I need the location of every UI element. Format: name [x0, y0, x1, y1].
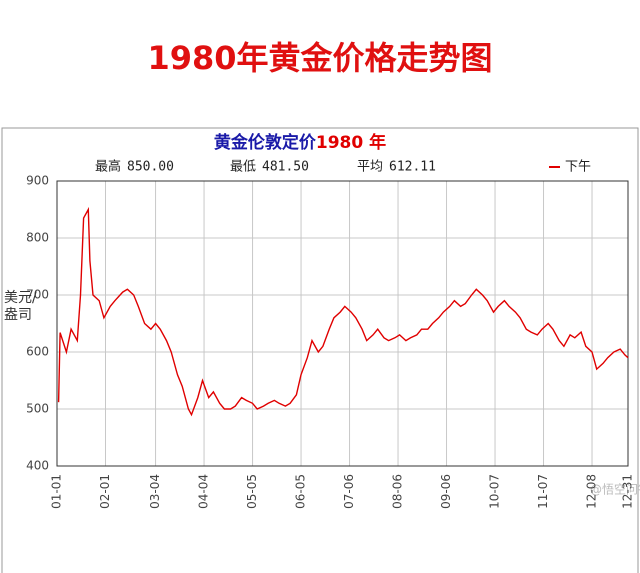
- stat-value: 481.50: [262, 160, 309, 175]
- x-tick-label: 11-07: [536, 474, 550, 509]
- y-tick-label: 500: [26, 402, 49, 416]
- chart-frame: [1, 127, 639, 573]
- plot-border: [56, 180, 629, 467]
- page-title: 1980年黄金价格走势图: [147, 39, 492, 77]
- plot-area: [57, 181, 628, 466]
- stat-label: 平均: [357, 160, 383, 175]
- y-axis-label: 美元/盎司: [4, 290, 37, 323]
- x-tick-label: 07-06: [342, 474, 356, 509]
- price-line: [57, 206, 629, 417]
- x-tick-label: 08-06: [391, 474, 405, 509]
- stat-label: 最高: [95, 159, 121, 175]
- x-tick-label: 06-05: [294, 474, 308, 509]
- stat-label: 最低: [230, 160, 256, 175]
- y-tick-label: 700: [26, 288, 49, 302]
- stat-value: 850.00: [127, 160, 174, 175]
- x-tick-label: 09-06: [439, 474, 453, 509]
- y-tick-label: 900: [26, 174, 49, 188]
- y-tick-label: 400: [26, 459, 49, 473]
- x-tick-label: 02-01: [98, 474, 112, 509]
- chart-title: 黄金伦敦定价1980 年: [214, 132, 386, 153]
- y-tick-label: 800: [26, 231, 49, 245]
- x-tick-label: 12-08: [585, 474, 599, 509]
- title-part: 黄金伦敦定价: [214, 132, 317, 153]
- x-tick-label: 03-04: [148, 474, 162, 509]
- x-tick-label: 10-07: [488, 474, 502, 509]
- stats: 最高 850.00 最低 481.50 平均 612.11: [95, 159, 436, 175]
- watermark: @悟空问答: [590, 482, 640, 497]
- x-tick-label: 12-31: [621, 474, 635, 509]
- x-tick-label: 04-04: [197, 474, 211, 509]
- title-part: 1980 年: [316, 132, 386, 153]
- x-tick-label: 01-01: [50, 474, 64, 509]
- legend-label: 下午: [565, 160, 591, 175]
- y-tick-label: 600: [26, 345, 49, 359]
- x-tick-label: 05-05: [245, 474, 259, 509]
- stat-value: 612.11: [389, 160, 436, 175]
